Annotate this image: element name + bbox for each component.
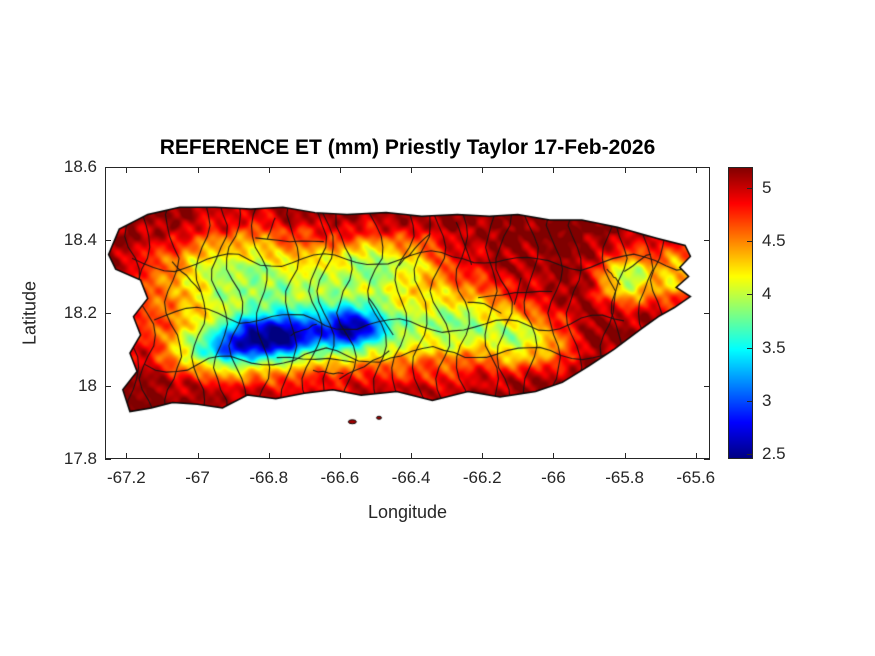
x-tick-label: -66 — [541, 468, 566, 487]
colorbar-tick-label: 4 — [762, 284, 772, 304]
x-tick-label: -66.6 — [320, 468, 360, 487]
y-tick-mark — [105, 313, 111, 314]
x-tick-mark — [695, 453, 697, 459]
y-tick-mark-right — [704, 386, 710, 387]
x-tick-mark — [126, 453, 128, 459]
colorbar-tick-mark — [747, 401, 753, 402]
x-tick-mark-top — [624, 167, 626, 173]
colorbar-tick-mark — [747, 294, 753, 295]
x-tick-mark — [339, 453, 341, 459]
y-tick-mark — [105, 167, 111, 168]
plot-title: REFERENCE ET (mm) Priestly Taylor 17-Feb… — [159, 136, 656, 159]
y-tick-label: 18.2 — [63, 303, 97, 322]
x-tick-label: -67.2 — [106, 468, 146, 487]
x-tick-mark-top — [268, 167, 270, 173]
x-tick-mark-top — [339, 167, 341, 173]
x-tick-mark-top — [553, 167, 555, 173]
x-tick-label: -65.6 — [676, 468, 716, 487]
x-tick-label: -66.2 — [462, 468, 502, 487]
heatmap-canvas — [105, 167, 710, 459]
colorbar-tick-mark — [747, 348, 753, 349]
x-tick-mark — [624, 453, 626, 459]
y-tick-mark-right — [704, 313, 710, 314]
y-tick-label: 18.6 — [63, 157, 97, 176]
y-tick-mark-right — [704, 167, 710, 168]
x-tick-mark-top — [126, 167, 128, 173]
x-tick-mark — [482, 453, 484, 459]
x-tick-mark — [197, 453, 199, 459]
x-tick-mark-top — [695, 167, 697, 173]
y-tick-mark-right — [704, 240, 710, 241]
colorbar-canvas — [728, 167, 753, 459]
colorbar-tick-label: 3.5 — [762, 337, 786, 357]
colorbar-tick-mark — [747, 454, 753, 455]
y-tick-mark-right — [704, 459, 710, 460]
colorbar-tick-label: 5 — [762, 178, 772, 198]
x-tick-mark — [268, 453, 270, 459]
y-tick-mark — [105, 240, 111, 241]
colorbar-tick-label: 3 — [762, 390, 772, 410]
x-tick-label: -66.8 — [249, 468, 289, 487]
x-tick-label: -67 — [185, 468, 210, 487]
y-tick-mark — [105, 459, 111, 460]
colorbar-tick-label: 4.5 — [762, 231, 786, 251]
x-tick-mark-top — [482, 167, 484, 173]
x-tick-mark-top — [411, 167, 413, 173]
y-tick-mark — [105, 386, 111, 387]
x-tick-mark — [411, 453, 413, 459]
colorbar-tick-label: 2.5 — [762, 443, 786, 463]
x-tick-mark-top — [197, 167, 199, 173]
y-tick-label: 18.4 — [63, 230, 97, 249]
x-axis-label: Longitude — [367, 502, 448, 522]
x-tick-mark — [553, 453, 555, 459]
x-tick-label: -66.4 — [391, 468, 431, 487]
y-tick-label: 17.8 — [63, 449, 97, 468]
y-tick-label: 18 — [78, 376, 97, 395]
colorbar-tick-mark — [747, 188, 753, 189]
colorbar-tick-mark — [747, 241, 753, 242]
x-tick-label: -65.8 — [605, 468, 644, 487]
